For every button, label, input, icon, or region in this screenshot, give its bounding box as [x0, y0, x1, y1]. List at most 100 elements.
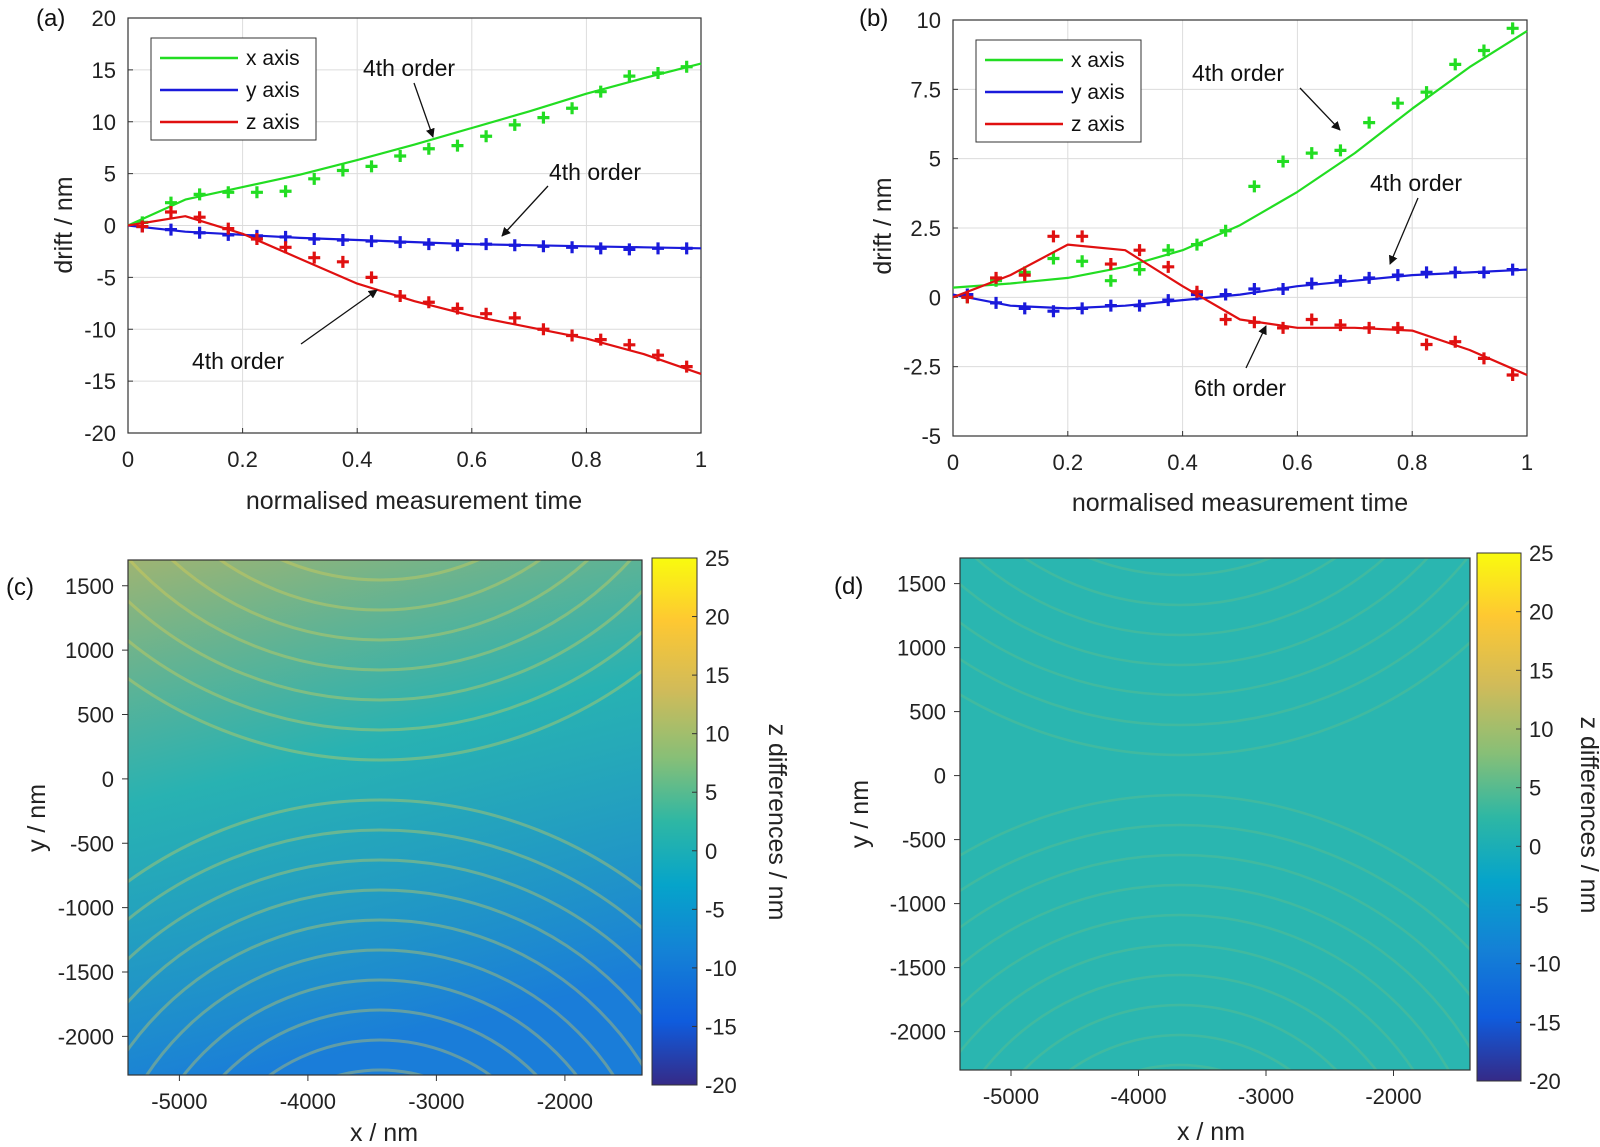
panel-d-colorbar-tick-label-1: 20: [1529, 600, 1553, 625]
panel-b-series-1-point-16: [1420, 266, 1433, 279]
panel-b-series-0-point-8: [1190, 238, 1203, 251]
panel-b-series-1-point-18: [1477, 266, 1490, 279]
panel-a-series-0-point-2: [193, 188, 206, 201]
panel-b-series-2-point-16: [1420, 338, 1433, 351]
panel-c-ytick-label-1: 1000: [65, 638, 114, 663]
panel-a-series-2-point-19: [680, 360, 693, 373]
panel-a-series-1-point-6: [308, 232, 321, 245]
panel-c-ytick-label-6: -1500: [58, 960, 114, 985]
panel-a-x-axis-label: normalised measurement time: [246, 487, 582, 515]
panel-b-annotations: 4th order 4th order 6th order: [1192, 60, 1462, 401]
panel-a-arrow-z: [300, 289, 378, 345]
panel-d-colorbar-ticks: 25 20 15 10 5 0 -5 -10 -15 -20: [1516, 541, 1561, 1094]
panel-b-series-2-point-15: [1391, 321, 1404, 334]
panel-b-legend: x axis y axis z axis: [975, 39, 1142, 143]
panel-d-colorbar-tick-label-3: 10: [1529, 717, 1553, 742]
panel-a-ytick-label-6: 10: [92, 110, 116, 135]
panel-a-series-1-point-1: [164, 223, 177, 236]
panel-a-series-1-point-7: [336, 234, 349, 247]
panel-a-legend-y: y axis: [246, 79, 300, 102]
panel-a-series-1-point-14: [537, 240, 550, 253]
panel-b-legend-x: x axis: [1071, 49, 1125, 72]
panel-a-series-1-point-12: [480, 238, 493, 251]
panel-b-series-2-point-4: [1076, 230, 1089, 243]
panel-a-series-2-point-13: [508, 311, 521, 324]
panel-b-series-1-point-19: [1506, 263, 1519, 276]
panel-a-series: [127, 60, 702, 375]
panel-a-series-2-point-11: [451, 302, 464, 315]
panel-b-series-1-point-13: [1334, 274, 1347, 287]
panel-d-y-ticks: 1500 1000 500 0 -500 -1000 -1500 -2000: [890, 572, 960, 1045]
panel-b-series-2-point-12: [1305, 313, 1318, 326]
panel-d-ytick-label-3: 0: [934, 764, 946, 789]
panel-b-arrow-z: [1245, 325, 1267, 369]
panel-a-series-0-point-10: [422, 142, 435, 155]
panel-c-colorbar: [651, 557, 698, 1086]
panel-a-ytick-label-7: 15: [92, 58, 116, 83]
panel-b-ytick-label-0: -5: [921, 424, 941, 449]
panel-b-series-1-point-11: [1277, 283, 1290, 296]
panel-d-colorbar: [1476, 552, 1522, 1082]
panel-d-colorbar-tick-label-0: 25: [1529, 541, 1553, 566]
panel-b-series-2-point-9: [1219, 313, 1232, 326]
panel-a-series-1-point-2: [193, 226, 206, 239]
panel-d-heatmap: (d) -5000 -4000 -3000 -2000 150010005000-50…: [834, 541, 1600, 1146]
panel-a-series-0-point-12: [480, 130, 493, 143]
panel-a-y-ticks: -20 -15 -10 -5 0 5 10 15 20: [84, 6, 133, 446]
panel-b-x-axis-label: normalised measurement time: [1072, 489, 1408, 517]
panel-b-series-1-point-7: [1162, 294, 1175, 307]
panel-a-series-2-point-15: [566, 329, 579, 342]
panel-a-ytick-label-0: -20: [84, 421, 116, 446]
panel-c-ytick-label-3: 0: [102, 767, 114, 792]
panel-a-series-1-point-18: [652, 242, 665, 255]
panel-a-series-2-point-6: [308, 251, 321, 264]
panel-b-series-0-point-6: [1133, 263, 1146, 276]
panel-b-legend-y: y axis: [1071, 81, 1125, 104]
panel-c-colorbar-label: z differences / nm: [763, 724, 791, 921]
panel-a-series-2-point-7: [336, 255, 349, 268]
panel-b-xtick-label-0: 0: [947, 450, 959, 475]
panel-a-label: (a): [36, 5, 65, 32]
panel-d-colorbar-tick-label-8: -15: [1529, 1010, 1561, 1035]
panel-a-xtick-label-1: 0.2: [227, 447, 258, 472]
panel-b-series-2-point-8: [1190, 285, 1203, 298]
panel-a-series-0-point-17: [623, 70, 636, 83]
panel-d-xtick-label-1: -4000: [1110, 1084, 1166, 1109]
panel-b-y-axis-label: drift / nm: [869, 177, 897, 274]
panel-a-line-chart: (a) 0 0.2 0.4 0.6 0.8 1 -20 -15 -10 -5 0 5 10 15 20 n…: [36, 5, 707, 515]
panel-c-ytick-label-4: -500: [70, 831, 114, 856]
panel-b-xtick-label-2: 0.4: [1167, 450, 1198, 475]
panel-b-xtick-label-4: 0.8: [1397, 450, 1428, 475]
panel-a-series-0-point-16: [594, 85, 607, 98]
panel-b-series-1-point-2: [1018, 302, 1031, 315]
panel-b-annotation-y: 4th order: [1370, 170, 1462, 196]
panel-a-series-1-point-13: [508, 239, 521, 252]
panel-b-series-0-fit-line: [952, 30, 1528, 289]
panel-d-ytick-label-0: 1500: [897, 572, 946, 597]
panel-c-frame: [127, 559, 643, 1076]
panel-b-series-2-point-7: [1162, 260, 1175, 273]
panel-b-series-0-point-18: [1477, 44, 1490, 57]
panel-a-series-2-point-10: [422, 296, 435, 309]
panel-d-colorbar-tick-label-4: 5: [1529, 776, 1541, 801]
panel-b-series-2-point-3: [1047, 230, 1060, 243]
panel-d-colorbar-tick-label-5: 0: [1529, 834, 1541, 859]
panel-a-series-2-point-16: [594, 333, 607, 346]
panel-b-ytick-label-6: 10: [917, 8, 941, 33]
panel-b-series-1-point-1: [990, 296, 1003, 309]
panel-a-series-2-point-1: [164, 206, 177, 219]
panel-c-colorbar-tick-label-0: 25: [705, 546, 729, 571]
panel-c-colorbar-tick-label-1: 20: [705, 605, 729, 630]
panel-a-series-2-point-2: [193, 211, 206, 224]
panel-a-arrow-y: [501, 185, 549, 237]
panel-b-ytick-label-1: -2.5: [903, 355, 941, 380]
panel-a-series-0-point-9: [394, 149, 407, 162]
panel-d-ytick-label-1: 1000: [897, 636, 946, 661]
panel-a-y-axis-label: drift / nm: [50, 176, 78, 273]
panel-a-xtick-label-3: 0.6: [457, 447, 488, 472]
panel-a-ytick-label-1: -15: [84, 369, 116, 394]
panel-d-ytick-label-2: 500: [909, 700, 946, 725]
panel-b-series-2-fit-line: [952, 243, 1528, 377]
panel-b-xtick-label-5: 1: [1521, 450, 1533, 475]
